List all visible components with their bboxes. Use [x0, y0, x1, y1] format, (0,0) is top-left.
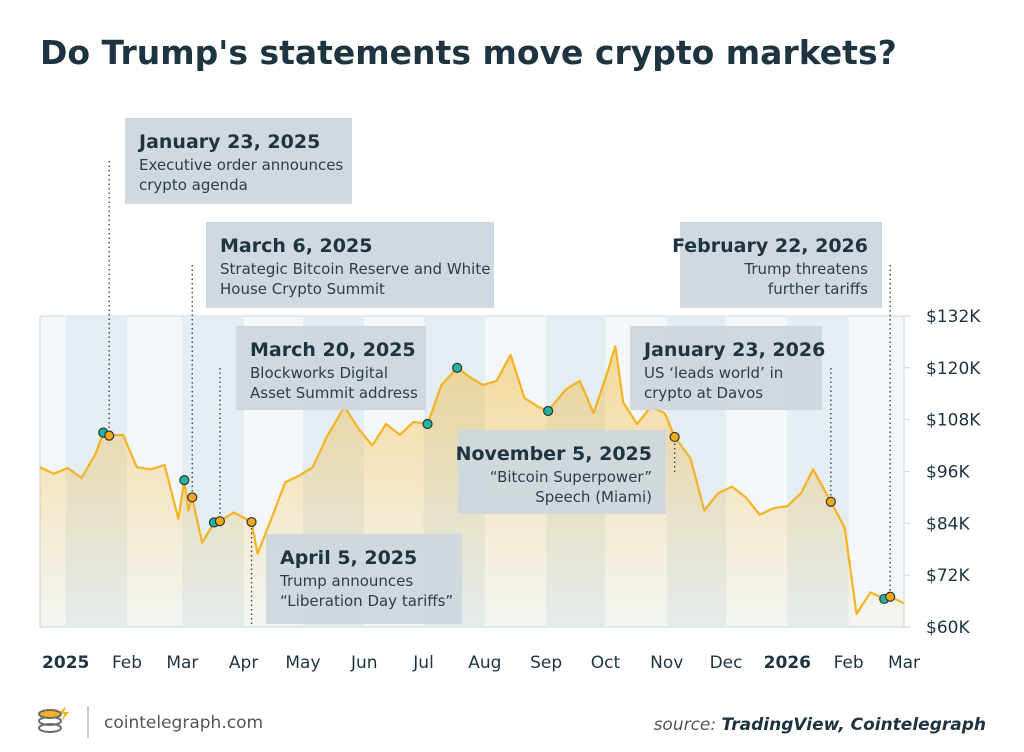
- annotation-text: Strategic Bitcoin Reserve and White: [220, 260, 490, 278]
- annotation-box: [458, 430, 666, 514]
- annotation-box: [630, 326, 822, 410]
- x-tick-label: Mar: [166, 653, 198, 673]
- x-tick-label: Nov: [650, 653, 683, 673]
- x-tick-label: Dec: [710, 653, 743, 673]
- y-tick-label: $60K: [926, 618, 970, 638]
- annotation-title: April 5, 2025: [280, 547, 417, 569]
- annotation-title: February 22, 2026: [672, 235, 868, 257]
- y-tick-label: $132K: [926, 307, 981, 327]
- x-tick-label: 2026: [764, 653, 811, 673]
- x-tick-label: 2025: [42, 653, 89, 673]
- annotation-title: January 23, 2026: [642, 339, 825, 361]
- annotation-text: House Crypto Summit: [220, 280, 385, 298]
- event-point: [179, 475, 190, 486]
- chart-title: Do Trump's statements move crypto market…: [40, 33, 897, 72]
- annotation-title: January 23, 2025: [137, 131, 320, 153]
- brand: cointelegraph.com: [104, 713, 263, 733]
- annotation-box: [125, 118, 352, 204]
- annotation-title: November 5, 2025: [456, 443, 652, 465]
- annotation-box: [266, 534, 462, 624]
- source-prefix: source:: [654, 715, 717, 735]
- annotation-text: Executive order announces: [139, 156, 343, 174]
- x-tick-label: Feb: [112, 653, 142, 673]
- y-tick-label: $96K: [926, 463, 970, 483]
- event-point: [104, 430, 115, 441]
- x-tick-label: Apr: [229, 653, 258, 673]
- event-point: [187, 492, 198, 503]
- annotation-text: “Bitcoin Superpower”: [490, 468, 652, 486]
- event-point: [214, 516, 226, 527]
- x-tick-label: Jul: [412, 653, 434, 673]
- event-point: [885, 591, 896, 602]
- x-tick-label: Oct: [591, 653, 621, 673]
- event-point: [669, 431, 680, 443]
- x-tick-label: Sep: [530, 653, 562, 673]
- source: source: TradingView, Cointelegraph: [654, 715, 986, 735]
- event-point: [452, 362, 463, 373]
- x-tick-label: Jun: [350, 653, 378, 673]
- y-tick-label: $72K: [926, 566, 970, 586]
- annotation-text: further tariffs: [768, 280, 868, 298]
- annotation-text: crypto at Davos: [644, 384, 763, 402]
- annotation-box: [236, 326, 426, 410]
- annotation-title: March 20, 2025: [250, 339, 416, 361]
- event-point: [825, 496, 836, 507]
- x-tick-label: Aug: [468, 653, 501, 673]
- annotation-text: US ‘leads world’ in: [644, 364, 783, 382]
- logo: [38, 706, 69, 733]
- event-point: [543, 405, 554, 417]
- x-tick-label: May: [285, 653, 320, 673]
- annotation-text: “Liberation Day tariffs”: [280, 592, 453, 610]
- x-tick-label: Mar: [888, 653, 920, 673]
- annotation-text: Trump threatens: [743, 260, 868, 278]
- y-tick-label: $108K: [926, 411, 981, 431]
- y-tick-label: $84K: [926, 514, 970, 534]
- annotation-text: crypto agenda: [139, 176, 248, 194]
- event-point: [422, 418, 433, 430]
- annotation-text: Asset Summit address: [250, 384, 418, 402]
- annotation-text: Blockworks Digital: [250, 364, 388, 382]
- annotation-title: March 6, 2025: [220, 235, 372, 257]
- annotation-text: Speech (Miami): [535, 488, 652, 506]
- annotation-text: Trump announces: [279, 572, 413, 590]
- annotation-box: [680, 222, 882, 308]
- y-tick-label: $120K: [926, 359, 981, 379]
- x-tick-label: Feb: [834, 653, 864, 673]
- event-point: [246, 516, 257, 528]
- source-names: TradingView, Cointelegraph: [722, 715, 986, 735]
- annotation-box: [206, 222, 494, 308]
